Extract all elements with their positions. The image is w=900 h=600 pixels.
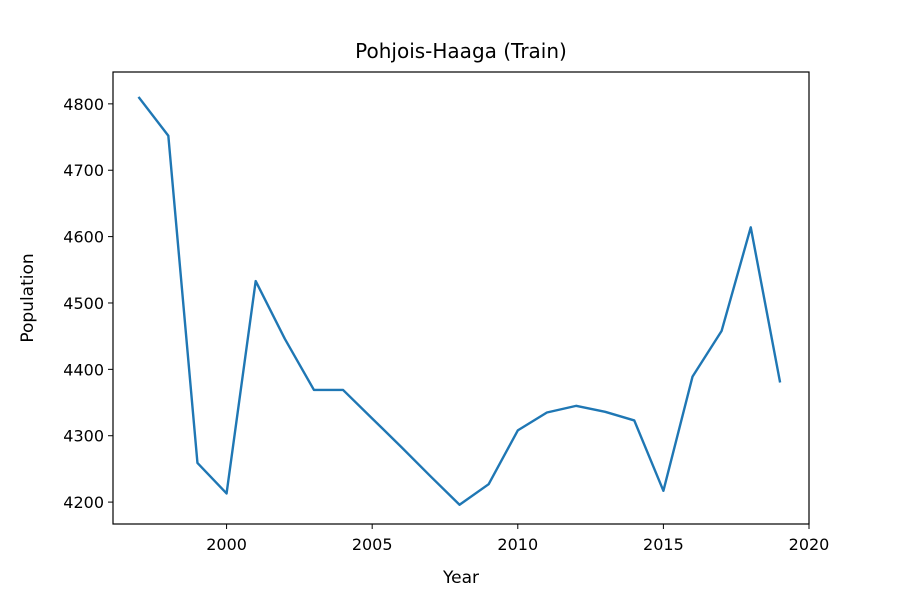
y-axis-ticks: 4200 4300 4400 4500 4600 4700 4800 xyxy=(63,95,113,512)
y-tick-label: 4400 xyxy=(63,360,104,379)
plot-frame xyxy=(112,71,810,525)
x-axis-label: Year xyxy=(442,568,479,588)
chart-title: Pohjois-Haaga (Train) xyxy=(355,39,567,63)
x-tick-label: 2010 xyxy=(497,535,538,554)
plot-area xyxy=(137,96,782,506)
y-tick-label: 4500 xyxy=(63,294,104,313)
x-tick-label: 2005 xyxy=(352,535,393,554)
y-axis-label: Population xyxy=(18,253,38,342)
x-tick-label: 2000 xyxy=(206,535,247,554)
y-tick-label: 4600 xyxy=(63,228,104,247)
x-tick-label: 2020 xyxy=(789,535,830,554)
x-tick-label: 2015 xyxy=(643,535,684,554)
x-axis-ticks: 2000 2005 2010 2015 2020 xyxy=(206,524,829,554)
y-tick-label: 4800 xyxy=(63,95,104,114)
y-tick-label: 4200 xyxy=(63,493,104,512)
y-tick-label: 4700 xyxy=(63,161,104,180)
y-tick-label: 4300 xyxy=(63,427,104,446)
